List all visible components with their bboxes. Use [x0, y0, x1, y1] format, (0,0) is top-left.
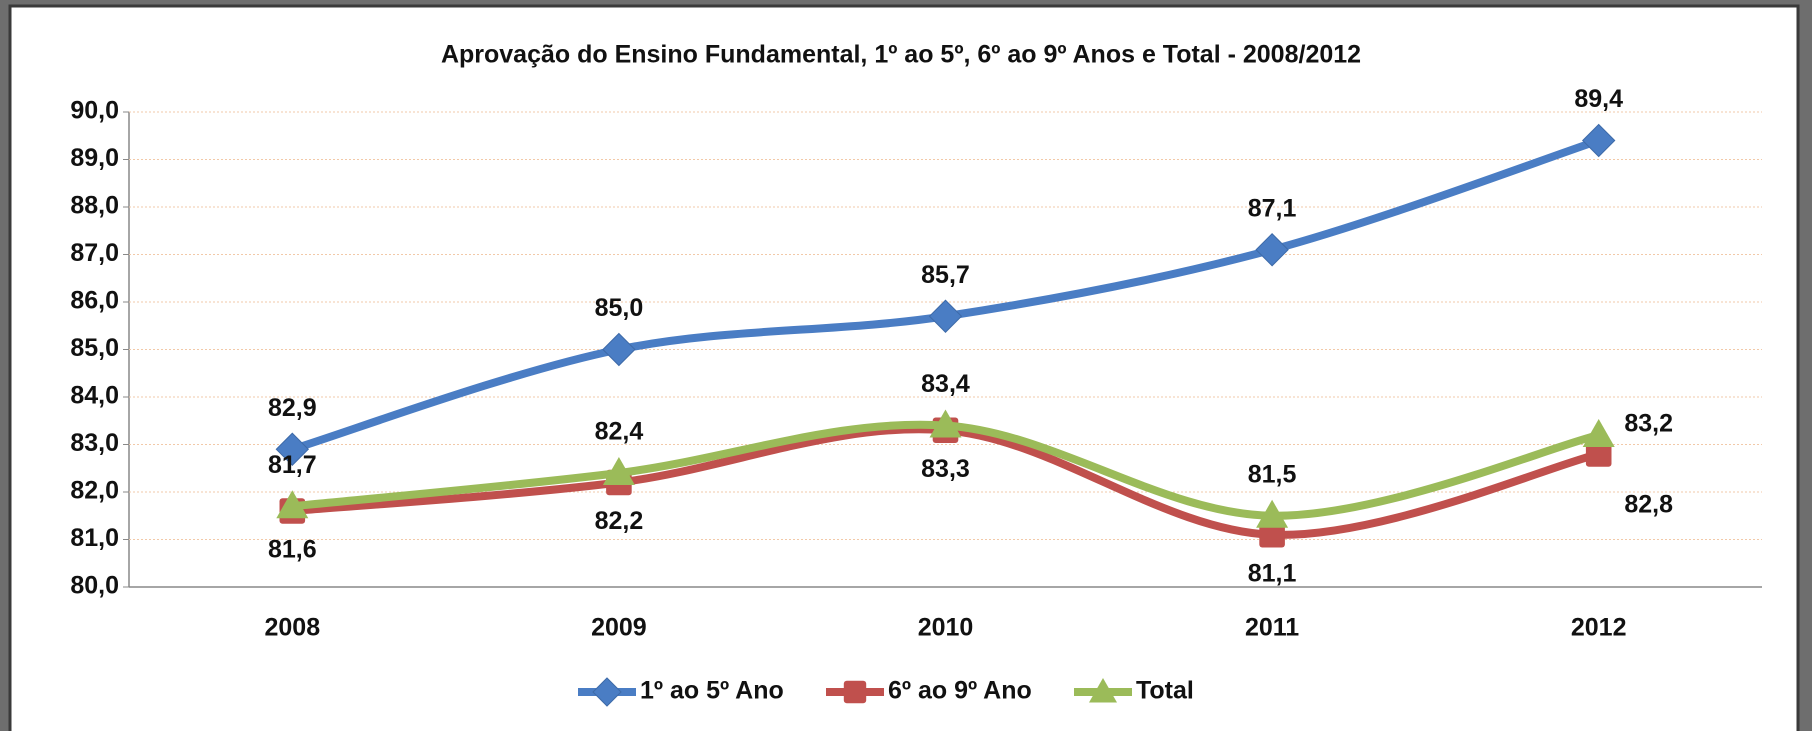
y-tick-label: 84,0 — [70, 382, 119, 410]
y-tick-label: 89,0 — [70, 144, 119, 172]
x-tick-label: 2011 — [1245, 614, 1299, 642]
point-marker — [1259, 521, 1285, 548]
y-tick-label: 90,0 — [70, 97, 119, 125]
y-tick-label: 83,0 — [70, 429, 119, 457]
point-marker — [602, 332, 636, 367]
y-tick-label: 82,0 — [70, 477, 119, 505]
point-marker — [929, 409, 962, 438]
y-tick-label: 85,0 — [70, 334, 119, 362]
y-tick-label: 87,0 — [70, 239, 119, 267]
data-label: 82,2 — [595, 507, 644, 535]
data-label: 82,9 — [268, 394, 317, 422]
data-label: 87,1 — [1248, 194, 1297, 222]
data-label: 81,6 — [268, 536, 317, 564]
legend-label: 1º ao 5º Ano — [640, 677, 784, 705]
data-label: 81,1 — [1248, 559, 1297, 587]
legend-marker — [1089, 678, 1117, 703]
x-tick-label: 2010 — [918, 614, 974, 642]
point-marker — [1585, 441, 1612, 467]
legend-label: 6º ao 9º Ano — [888, 677, 1032, 705]
data-label: 81,7 — [268, 451, 317, 479]
data-label: 82,8 — [1624, 491, 1673, 519]
legend-label: Total — [1136, 677, 1194, 705]
x-tick-label: 2012 — [1571, 614, 1627, 642]
point-marker — [602, 457, 635, 485]
point-marker — [928, 299, 963, 333]
chart-area — [8, 4, 1800, 731]
point-marker — [276, 490, 309, 519]
point-marker — [1581, 123, 1616, 158]
data-label: 85,0 — [595, 294, 644, 322]
legend-marker — [843, 680, 867, 704]
point-marker — [275, 432, 310, 466]
legend-marker — [592, 677, 622, 707]
x-tick-label: 2008 — [264, 614, 320, 642]
data-label: 81,5 — [1248, 460, 1297, 488]
chart-title: Aprovação do Ensino Fundamental, 1º ao 5… — [441, 41, 1361, 69]
y-tick-label: 88,0 — [70, 192, 119, 220]
y-tick-label: 81,0 — [70, 524, 119, 552]
data-label: 89,4 — [1574, 85, 1623, 113]
y-tick-label: 86,0 — [70, 287, 119, 315]
point-marker — [1256, 499, 1289, 528]
point-marker — [1255, 233, 1289, 267]
y-tick-label: 80,0 — [70, 572, 119, 600]
data-label: 83,3 — [921, 455, 970, 483]
x-tick-label: 2009 — [591, 614, 647, 642]
point-marker — [1582, 419, 1615, 447]
data-label: 85,7 — [921, 261, 970, 289]
data-label: 83,2 — [1624, 410, 1673, 438]
data-label: 83,4 — [921, 370, 970, 398]
data-label: 82,4 — [595, 418, 644, 446]
